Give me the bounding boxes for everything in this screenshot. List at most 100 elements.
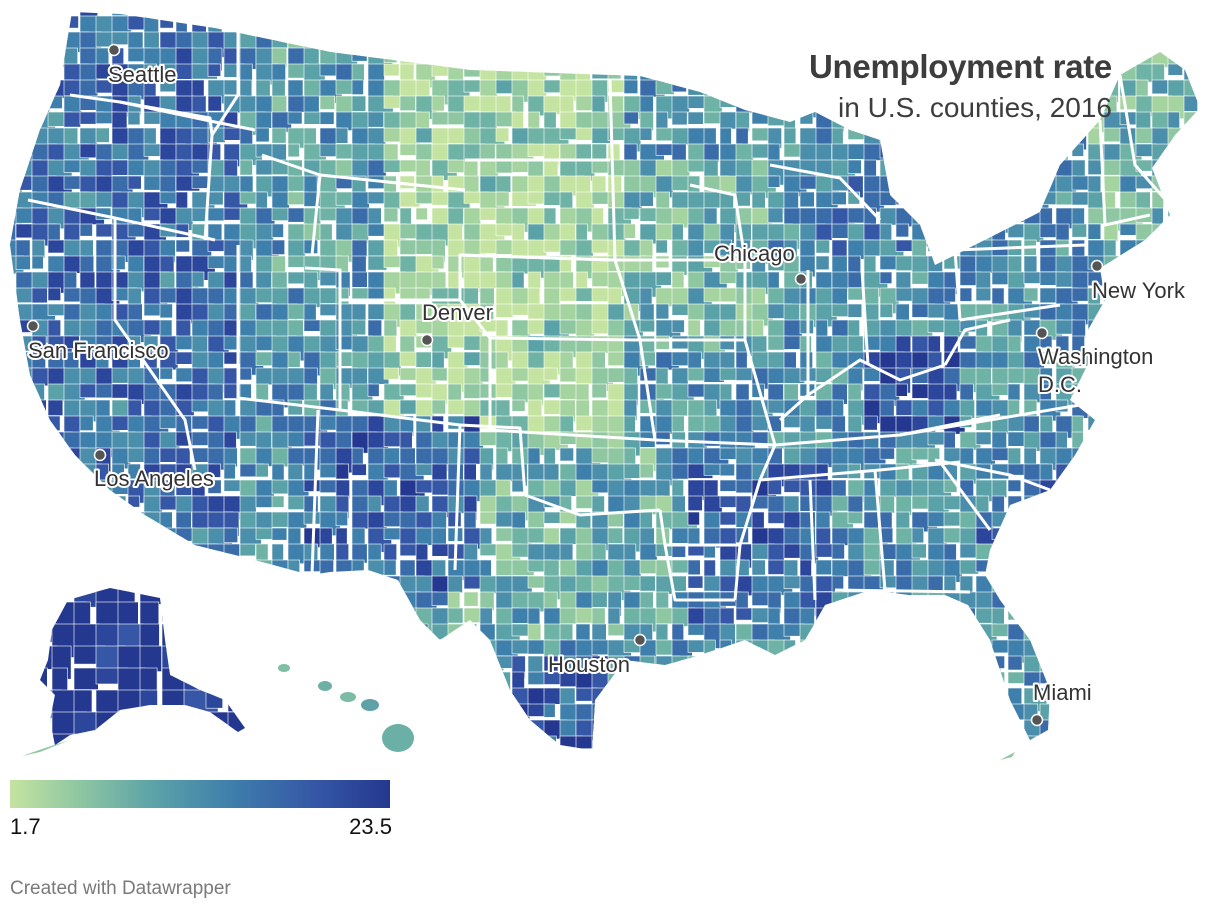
county-cell[interactable]: [351, 271, 368, 288]
county-cell[interactable]: [399, 671, 423, 685]
county-cell[interactable]: [479, 511, 498, 525]
county-cell[interactable]: [703, 207, 718, 226]
county-cell[interactable]: [1199, 127, 1220, 151]
county-cell[interactable]: [671, 31, 693, 57]
county-cell[interactable]: [1071, 591, 1084, 617]
county-cell[interactable]: [1199, 447, 1213, 474]
county-cell[interactable]: [223, 223, 242, 242]
county-cell[interactable]: [207, 415, 227, 434]
county-cell[interactable]: [271, 703, 296, 720]
county-cell[interactable]: [1183, 351, 1203, 376]
county-cell[interactable]: [607, 687, 631, 704]
county-cell[interactable]: [223, 623, 239, 645]
county-cell[interactable]: [479, 687, 502, 706]
county-cell[interactable]: [1183, 47, 1208, 67]
county-cell[interactable]: [159, 303, 173, 319]
county-cell[interactable]: [943, 639, 960, 657]
county-cell[interactable]: [1216, 48, 1220, 69]
county-cell[interactable]: [1055, 575, 1076, 602]
county-cell[interactable]: [512, 768, 530, 781]
county-cell[interactable]: [1183, 591, 1204, 616]
county-cell[interactable]: [831, 719, 856, 745]
county-cell[interactable]: [319, 719, 334, 743]
county-cell[interactable]: [1151, 479, 1176, 495]
county-cell[interactable]: [560, 752, 575, 768]
county-cell[interactable]: [495, 703, 521, 720]
county-cell[interactable]: [1199, 719, 1219, 741]
county-cell[interactable]: [143, 111, 163, 125]
county-cell[interactable]: [575, 399, 590, 418]
county-cell[interactable]: [735, 95, 757, 114]
county-cell[interactable]: [1119, 543, 1146, 569]
county-cell[interactable]: [383, 0, 406, 21]
county-cell[interactable]: [399, 15, 415, 38]
county-cell[interactable]: [1135, 687, 1162, 708]
county-cell[interactable]: [863, 623, 883, 641]
county-cell[interactable]: [655, 671, 675, 698]
county-cell[interactable]: [496, 768, 516, 780]
county-cell[interactable]: [447, 671, 469, 684]
county-cell[interactable]: [415, 719, 430, 739]
county-cell[interactable]: [991, 0, 1014, 18]
county-cell[interactable]: [623, 207, 640, 220]
county-cell[interactable]: [1103, 383, 1124, 403]
county-cell[interactable]: [591, 463, 609, 481]
county-cell[interactable]: [735, 415, 755, 434]
county-cell[interactable]: [447, 63, 464, 81]
county-cell[interactable]: [623, 0, 642, 22]
county-cell[interactable]: [639, 287, 653, 305]
county-cell[interactable]: [1087, 367, 1107, 386]
county-cell[interactable]: [463, 175, 480, 194]
county-cell[interactable]: [655, 31, 675, 56]
county-cell[interactable]: [1199, 703, 1216, 725]
county-cell[interactable]: [63, 575, 77, 597]
county-cell[interactable]: [911, 639, 937, 656]
county-cell[interactable]: [799, 735, 820, 750]
county-cell[interactable]: [479, 47, 501, 72]
county-cell[interactable]: [383, 655, 401, 672]
county-cell[interactable]: [255, 607, 280, 625]
county-cell[interactable]: [543, 47, 565, 64]
county-cell[interactable]: [751, 655, 768, 682]
county-cell[interactable]: [271, 479, 291, 495]
county-cell[interactable]: [31, 463, 45, 478]
county-cell[interactable]: [47, 511, 73, 536]
county-cell[interactable]: [1135, 383, 1160, 409]
county-cell[interactable]: [719, 671, 743, 691]
county-cell[interactable]: [175, 351, 195, 365]
county-cell[interactable]: [975, 735, 999, 759]
county-cell[interactable]: [575, 383, 590, 403]
county-cell[interactable]: [911, 383, 931, 399]
county-cell[interactable]: [319, 559, 334, 580]
county-cell[interactable]: [1167, 207, 1181, 224]
county-cell[interactable]: [161, 623, 197, 651]
county-cell[interactable]: [1199, 495, 1215, 510]
county-cell[interactable]: [63, 511, 79, 529]
county-cell[interactable]: [1071, 495, 1097, 511]
county-cell[interactable]: [543, 0, 557, 23]
county-cell[interactable]: [943, 719, 969, 735]
county-cell[interactable]: [991, 159, 1010, 178]
county-cell[interactable]: [431, 175, 444, 194]
county-cell[interactable]: [767, 399, 785, 414]
county-cell[interactable]: [271, 31, 288, 49]
county-cell[interactable]: [1183, 735, 1201, 755]
county-cell[interactable]: [879, 703, 906, 721]
county-cell[interactable]: [655, 367, 669, 387]
county-cell[interactable]: [1135, 399, 1155, 418]
county-cell[interactable]: [239, 559, 261, 573]
county-cell[interactable]: [117, 711, 153, 731]
county-cell[interactable]: [1071, 655, 1089, 674]
county-cell[interactable]: [640, 768, 657, 791]
county-cell[interactable]: [864, 752, 880, 764]
county-cell[interactable]: [1167, 527, 1181, 554]
county-cell[interactable]: [1039, 591, 1065, 609]
county-cell[interactable]: [927, 223, 943, 249]
county-cell[interactable]: [223, 655, 242, 679]
county-cell[interactable]: [1216, 304, 1220, 329]
county-cell[interactable]: [1183, 511, 1200, 535]
county-cell[interactable]: [559, 15, 579, 28]
county-cell[interactable]: [735, 0, 762, 19]
county-cell[interactable]: [367, 559, 387, 576]
county-cell[interactable]: [1055, 479, 1069, 504]
